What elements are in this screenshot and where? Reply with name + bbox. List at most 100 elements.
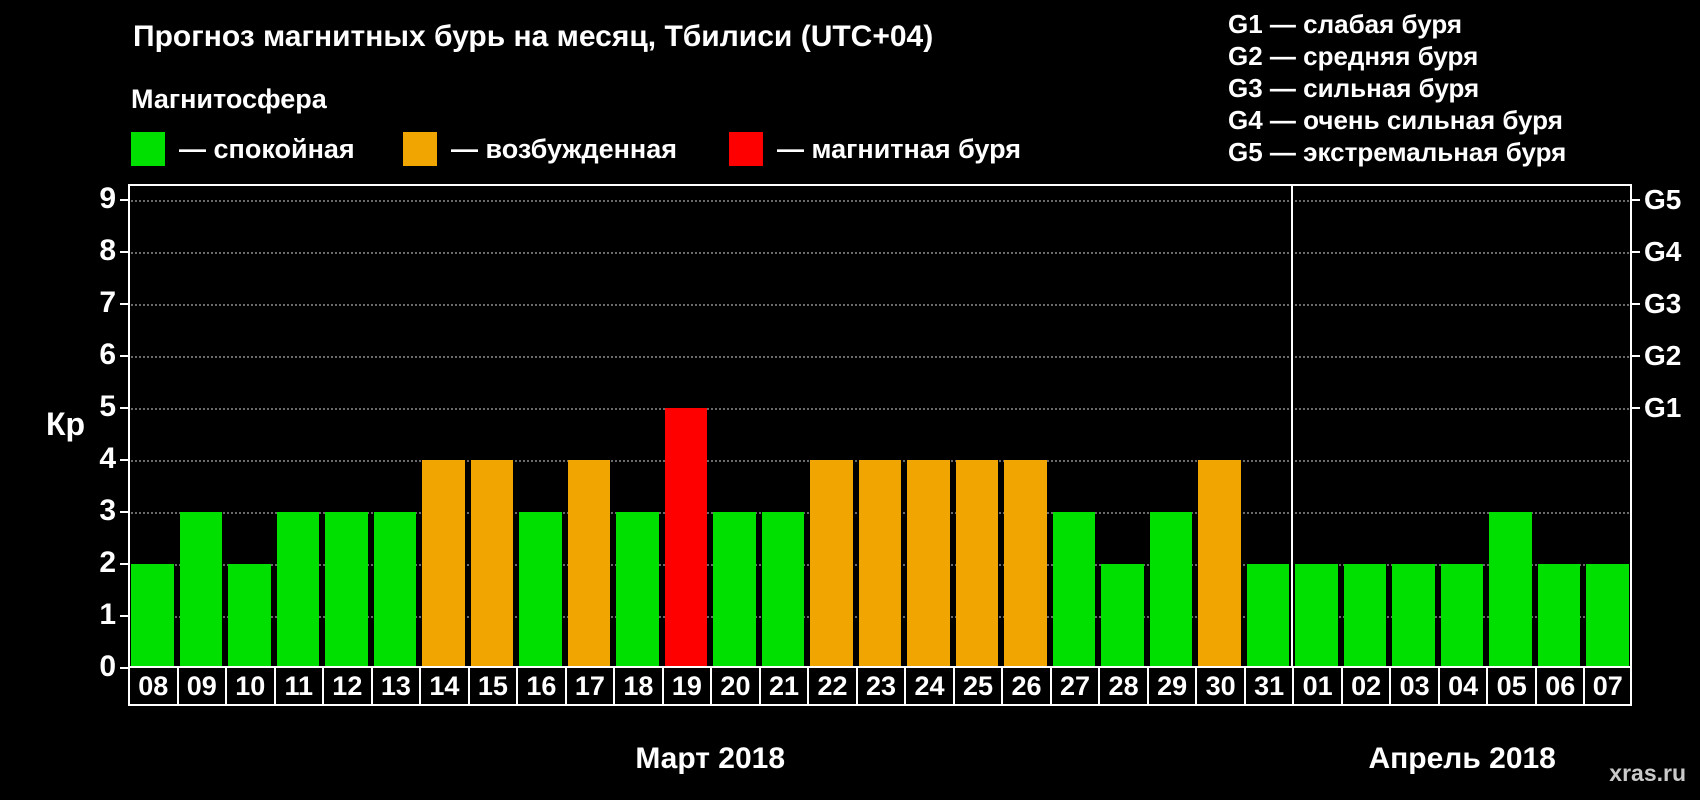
- day-cell-24: 24: [904, 666, 955, 706]
- y-axis-tickmark-4: [120, 459, 128, 461]
- legend-item-label: — возбужденная: [451, 133, 677, 164]
- storm-scale-item-g2: G2 — средняя буря: [1228, 41, 1479, 71]
- y-axis-tickmark-8: [120, 251, 128, 253]
- day-cell-01: 01: [1292, 666, 1343, 706]
- storm-scale-item-g4: G4 — очень сильная буря: [1228, 105, 1563, 135]
- bar-day-31: [1246, 564, 1290, 668]
- day-cell-25: 25: [952, 666, 1004, 706]
- y-axis-tick-6: 6: [99, 338, 116, 371]
- day-cell-05: 05: [1486, 666, 1537, 706]
- right-axis-tickmark-G4: [1632, 251, 1640, 253]
- y-axis-tickmark-7: [120, 303, 128, 305]
- gridline-kp-8: [128, 252, 1632, 254]
- bar-day-01: [1295, 564, 1338, 668]
- plot-area: [128, 184, 1632, 668]
- magnetosphere-legend-heading: Магнитосфера: [131, 84, 327, 114]
- day-cell-12: 12: [322, 666, 373, 706]
- day-cell-26: 26: [1001, 666, 1052, 706]
- legend-item-quiet: — спокойная: [131, 132, 355, 166]
- bar-day-23: [858, 460, 902, 668]
- y-axis-tickmark-0: [120, 667, 128, 669]
- day-cell-29: 29: [1146, 666, 1198, 706]
- legend-item-label: — магнитная буря: [777, 133, 1021, 164]
- day-cell-22: 22: [807, 666, 858, 706]
- watermark: xras.ru: [1609, 760, 1686, 786]
- y-axis-tickmark-2: [120, 563, 128, 565]
- bar-day-08: [131, 564, 174, 668]
- month-label-0: Март 2018: [635, 742, 786, 775]
- bar-day-18: [616, 512, 659, 668]
- bar-day-09: [179, 512, 223, 668]
- month-separator: [1291, 184, 1294, 668]
- bar-day-04: [1440, 564, 1484, 668]
- y-axis-tickmark-5: [120, 407, 128, 409]
- day-cell-09: 09: [176, 666, 228, 706]
- day-cell-20: 20: [710, 666, 761, 706]
- bar-day-07: [1586, 564, 1629, 668]
- day-cell-04: 04: [1437, 666, 1489, 706]
- y-axis-tick-5: 5: [99, 390, 116, 423]
- bar-day-06: [1537, 564, 1581, 668]
- storm-scale-item-g1: G1 — слабая буря: [1228, 9, 1463, 39]
- right-axis-tickmark-G2: [1632, 355, 1640, 357]
- bar-day-10: [228, 564, 271, 668]
- y-axis-tick-2: 2: [99, 546, 116, 579]
- bar-day-22: [810, 460, 853, 668]
- gridline-kp-5: [128, 408, 1632, 410]
- day-cell-08: 08: [128, 666, 179, 706]
- legend-item-excited: — возбужденная: [403, 132, 677, 166]
- y-axis-tick-4: 4: [99, 442, 116, 475]
- y-axis-tick-1: 1: [99, 598, 116, 631]
- gridline-kp-9: [128, 200, 1632, 202]
- day-cell-21: 21: [758, 666, 810, 706]
- day-cell-27: 27: [1049, 666, 1101, 706]
- storm-scale-legend: G1 — слабая буря G2 — средняя буря G3 — си…: [1228, 8, 1566, 168]
- y-axis-tick-7: 7: [99, 286, 116, 319]
- right-axis-tickmark-G5: [1632, 199, 1640, 201]
- month-label-1: Апрель 2018: [1368, 742, 1556, 775]
- right-axis-tickmark-G3: [1632, 303, 1640, 305]
- bar-day-15: [470, 460, 514, 668]
- y-axis-tick-9: 9: [99, 182, 116, 215]
- bar-day-27: [1052, 512, 1096, 668]
- day-cell-03: 03: [1389, 666, 1440, 706]
- day-cell-11: 11: [273, 666, 325, 706]
- right-axis-tickmark-G1: [1632, 407, 1640, 409]
- bar-day-05: [1489, 512, 1532, 668]
- day-cell-31: 31: [1243, 666, 1295, 706]
- legend-swatch-excited: [403, 132, 437, 166]
- bar-day-13: [373, 512, 417, 668]
- right-axis-label-G1: G1: [1644, 392, 1682, 423]
- right-axis-label-G5: G5: [1644, 184, 1682, 215]
- bar-day-21: [761, 512, 805, 668]
- bar-day-11: [276, 512, 320, 668]
- day-cell-16: 16: [516, 666, 567, 706]
- bar-day-28: [1101, 564, 1144, 668]
- bar-day-24: [907, 460, 950, 668]
- day-cell-14: 14: [419, 666, 470, 706]
- storm-scale-item-g3: G3 — сильная буря: [1228, 73, 1480, 103]
- legend-item-label: — спокойная: [179, 133, 355, 164]
- right-axis-label-G4: G4: [1644, 236, 1682, 267]
- y-axis-tick-0: 0: [99, 650, 116, 683]
- day-cell-30: 30: [1195, 666, 1246, 706]
- bar-day-30: [1198, 460, 1241, 668]
- day-cell-02: 02: [1340, 666, 1392, 706]
- page-title: Прогноз магнитных бурь на месяц, Тбилиси…: [133, 20, 934, 53]
- y-axis-tick-8: 8: [99, 234, 116, 267]
- bar-day-14: [422, 460, 465, 668]
- legend-item-storm: — магнитная буря: [729, 132, 1021, 166]
- bar-day-20: [713, 512, 756, 668]
- bar-day-25: [955, 460, 999, 668]
- kp-axis-label: Кр: [46, 406, 86, 442]
- storm-scale-item-g5: G5 — экстремальная буря: [1228, 137, 1567, 167]
- day-cell-17: 17: [564, 666, 616, 706]
- day-cell-23: 23: [855, 666, 907, 706]
- bar-day-16: [519, 512, 562, 668]
- bar-day-12: [325, 512, 368, 668]
- y-axis-tickmark-3: [120, 511, 128, 513]
- day-cell-07: 07: [1583, 666, 1632, 706]
- bar-day-17: [567, 460, 611, 668]
- right-axis-label-G2: G2: [1644, 340, 1682, 371]
